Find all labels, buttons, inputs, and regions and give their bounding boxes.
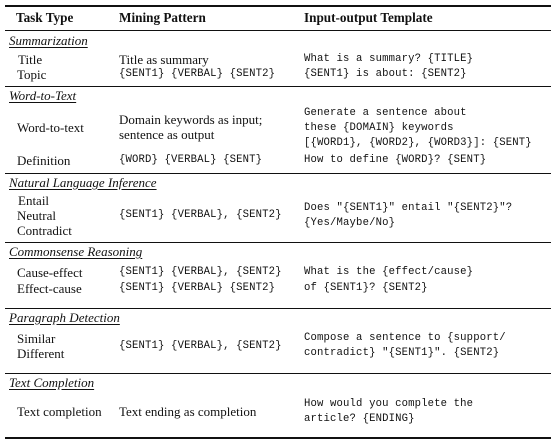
task-type-cell: Contradict <box>17 223 72 238</box>
task-type-cell: Neutral <box>17 208 56 223</box>
mining-pattern-cell: {SENT1} {VERBAL}, {SENT2} <box>119 266 282 278</box>
task-type-cell: Entail <box>18 193 50 208</box>
column-header-mining-pattern: Mining Pattern <box>119 10 206 25</box>
task-type-cell: Different <box>17 346 65 361</box>
template-cell: What is the {effect/cause} <box>304 266 474 278</box>
template-cell: How would you complete the <box>304 398 474 410</box>
template-cell: [{WORD1}, {WORD2}, {WORD3}]: {SENT} <box>304 137 532 149</box>
mining-pattern-cell: {SENT1} {VERBAL}, {SENT2} <box>119 209 282 221</box>
column-header-template: Input-output Template <box>304 10 433 25</box>
task-type-cell: Text completion <box>17 404 102 419</box>
template-cell: of {SENT1}? {SENT2} <box>304 282 428 294</box>
task-type-cell: Definition <box>17 153 71 168</box>
header-rule <box>5 30 551 31</box>
task-type-cell: Word-to-text <box>17 120 84 135</box>
mining-pattern-cell: {SENT1} {VERBAL}, {SENT2} <box>119 340 282 352</box>
mining-pattern-cell: Domain keywords as input; <box>119 112 263 127</box>
task-type-cell: Effect-cause <box>17 281 82 296</box>
section-divider <box>5 86 551 87</box>
task-type-cell: Cause-effect <box>17 265 83 280</box>
mining-pattern-cell: Text ending as completion <box>119 404 257 419</box>
mining-pattern-cell: sentence as output <box>119 127 215 142</box>
section-divider <box>5 373 551 374</box>
section-title-paragraph-detection: Paragraph Detection <box>9 310 120 325</box>
section-title-text-completion: Text Completion <box>9 375 95 390</box>
section-title-word-to-text: Word-to-Text <box>9 88 77 103</box>
task-type-cell: Similar <box>17 331 56 346</box>
column-header-task-type: Task Type <box>16 10 74 25</box>
template-cell: Does "{SENT1}" entail "{SENT2}"? <box>304 202 513 214</box>
mining-pattern-cell: {SENT1} {VERBAL} {SENT2} <box>119 282 276 294</box>
top-rule <box>5 5 551 7</box>
template-cell: What is a summary? {TITLE} <box>304 53 474 65</box>
mining-pattern-cell: Title as summary <box>119 52 209 67</box>
template-cell: these {DOMAIN} keywords <box>304 122 454 134</box>
bottom-rule <box>5 437 551 439</box>
template-cell: How to define {WORD}? {SENT} <box>304 154 487 166</box>
section-title-nli: Natural Language Inference <box>9 175 157 190</box>
mining-pattern-cell: {SENT1} {VERBAL} {SENT2} <box>119 68 276 80</box>
section-divider <box>5 173 551 174</box>
section-divider <box>5 308 551 309</box>
template-cell: article? {ENDING} <box>304 413 415 425</box>
mining-pattern-cell: {WORD} {VERBAL} {SENT} <box>119 154 263 166</box>
task-type-cell: Topic <box>17 67 47 82</box>
section-divider <box>5 242 551 243</box>
template-cell: contradict} "{SENT1}". {SENT2} <box>304 347 500 359</box>
task-type-cell: Title <box>18 52 43 67</box>
section-title-summarization: Summarization <box>9 33 88 48</box>
template-cell: {Yes/Maybe/No} <box>304 217 396 229</box>
template-cell: Generate a sentence about <box>304 107 467 119</box>
template-cell: {SENT1} is about: {SENT2} <box>304 68 467 80</box>
template-cell: Compose a sentence to {support/ <box>304 332 506 344</box>
section-title-commonsense: Commonsense Reasoning <box>9 244 143 259</box>
